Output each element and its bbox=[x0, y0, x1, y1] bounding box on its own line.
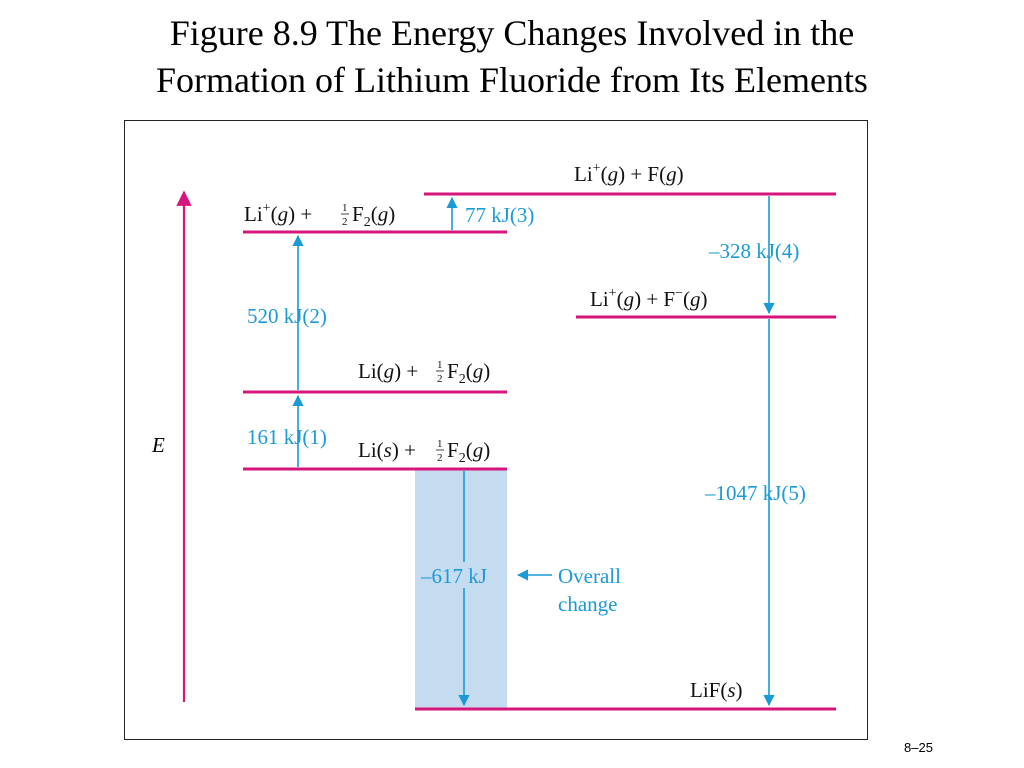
slide-number: 8–25 bbox=[904, 740, 933, 755]
title-line-2: Formation of Lithium Fluoride from Its E… bbox=[156, 60, 868, 100]
step3-label: 77 kJ(3) bbox=[465, 203, 534, 227]
frac-den-3: 2 bbox=[437, 452, 443, 464]
frac-den-2: 2 bbox=[437, 373, 443, 385]
label-li-plus-half-f2-tail: F2(g) bbox=[352, 202, 395, 230]
step5-label: –1047 kJ(5) bbox=[704, 481, 806, 505]
frac-num-1: 1 bbox=[342, 202, 348, 214]
diagram-frame bbox=[124, 120, 868, 740]
label-li-plus-f: Li+(g) + F(g) bbox=[574, 161, 684, 186]
label-li-plus-f-minus: Li+(g) + F−(g) bbox=[590, 286, 708, 311]
step2-label: 520 kJ(2) bbox=[247, 304, 327, 328]
overall-change-region bbox=[415, 470, 507, 709]
step1-label: 161 kJ(1) bbox=[247, 425, 327, 449]
frac-den-1: 2 bbox=[342, 216, 348, 228]
label-lif-s: LiF(s) bbox=[690, 678, 743, 702]
label-li-plus-half-f2: Li+(g) + bbox=[244, 201, 312, 226]
step4-label: –328 kJ(4) bbox=[708, 239, 799, 263]
label-li-s-half-f2-tail: F2(g) bbox=[447, 438, 490, 466]
overall-value-bg bbox=[418, 562, 506, 588]
label-li-g-half-f2-tail: F2(g) bbox=[447, 359, 490, 387]
overall-value-label: –617 kJ bbox=[420, 564, 487, 588]
frac-num-2: 1 bbox=[437, 359, 443, 371]
label-li-g-half-f2: Li(g) + bbox=[358, 359, 418, 383]
title-line-1: Figure 8.9 The Energy Changes Involved i… bbox=[169, 13, 855, 53]
overall-change-label-2: change bbox=[558, 592, 617, 616]
energy-axis-label: E bbox=[151, 433, 165, 457]
label-li-s-half-f2: Li(s) + bbox=[358, 438, 416, 462]
frac-num-3: 1 bbox=[437, 438, 443, 450]
overall-change-label-1: Overall bbox=[558, 564, 621, 588]
slide-title: Figure 8.9 The Energy Changes Involved i… bbox=[0, 10, 1024, 104]
